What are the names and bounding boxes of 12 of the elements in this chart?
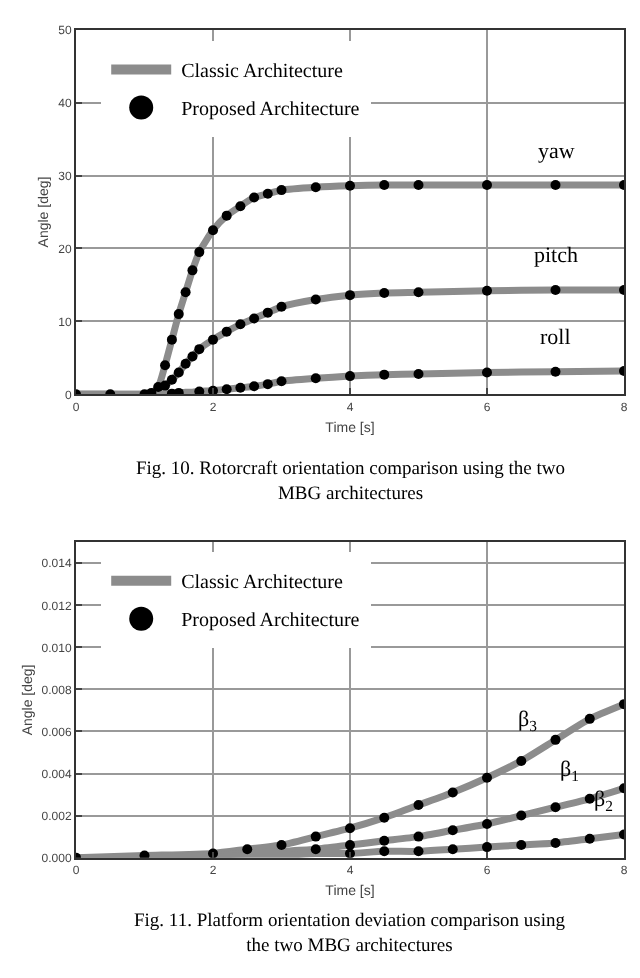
caption: Fig. 11. Platform orientation deviation comparison using the two MBG architectures (134, 912, 566, 957)
annotation: yaw (538, 140, 575, 164)
caption: Fig. 10. Rotorcraft orientation comparison using the two MBG architectures (136, 460, 566, 505)
annotation: pitch (534, 244, 579, 268)
legend-label: Proposed Architecture (181, 99, 361, 122)
annotation: roll (540, 326, 571, 350)
annotation: β$_{3}$ (518, 708, 538, 735)
legend-label: Classic Architecture (181, 61, 344, 84)
annotation: β$_{1}$ (560, 758, 580, 785)
legend-label: Proposed Architecture (181, 610, 361, 633)
annotation: β$_{2}$ (594, 788, 614, 815)
legend-label: Classic Architecture (181, 572, 344, 595)
